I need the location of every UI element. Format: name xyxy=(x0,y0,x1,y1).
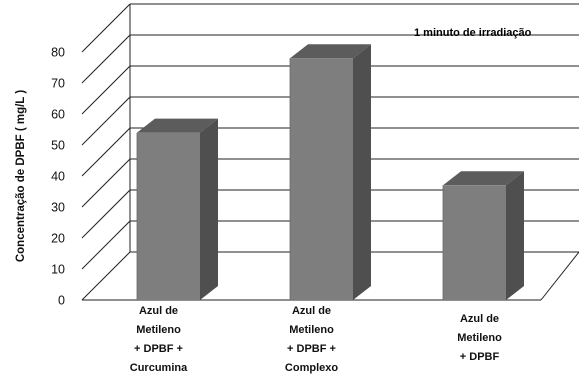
bar-front xyxy=(443,185,506,300)
x-axis-categories: Azul de Metileno + DPBF + Curcumina Azul de M… xyxy=(130,305,502,374)
annotation-label: 1 minuto de irradiação xyxy=(414,27,532,39)
gridline-diagonal xyxy=(81,65,131,115)
bar-side xyxy=(353,44,371,301)
bar-top xyxy=(290,44,371,59)
y-tick-label: 10 xyxy=(51,263,65,277)
gridline-diagonal xyxy=(81,220,131,270)
bar-front xyxy=(290,58,353,301)
gridline-diagonal xyxy=(81,158,131,208)
bar-top xyxy=(443,171,524,186)
y-tick-label: 80 xyxy=(51,46,65,60)
x-category-label: Azul de Metileno + DPBF + Curcumina xyxy=(130,305,188,374)
bar-side xyxy=(200,118,218,300)
bar-front xyxy=(137,132,200,300)
gridline-diagonal xyxy=(81,251,131,301)
y-tick-label: 20 xyxy=(51,232,65,246)
y-tick-label: 30 xyxy=(51,201,65,215)
y-tick-label: 60 xyxy=(51,108,65,122)
gridline-diagonal xyxy=(81,96,131,146)
bars xyxy=(136,44,524,301)
bar xyxy=(442,171,524,300)
gridline-diagonal xyxy=(81,3,131,53)
bar xyxy=(136,118,218,300)
y-tick-label: 40 xyxy=(51,170,65,184)
y-tick-label: 50 xyxy=(51,139,65,153)
bar-side xyxy=(506,171,524,300)
gridline-diagonal xyxy=(81,127,131,177)
floor-side-edge xyxy=(540,251,579,301)
y-tick-label: 0 xyxy=(58,294,65,308)
y-axis-label: Concentração de DPBF ( mg/L ) xyxy=(15,90,27,262)
y-axis-ticks: 0 10 20 30 40 50 60 70 80 xyxy=(51,46,65,308)
bar xyxy=(289,44,371,301)
bar-top xyxy=(137,118,218,133)
gridline-diagonal xyxy=(81,189,131,239)
x-category-label: Azul de Metileno + DPBF + Complexo xyxy=(285,305,338,374)
y-tick-label: 70 xyxy=(51,77,65,91)
x-category-label: Azul de Metileno + DPBF xyxy=(457,313,502,363)
gridline-diagonal xyxy=(81,34,131,84)
